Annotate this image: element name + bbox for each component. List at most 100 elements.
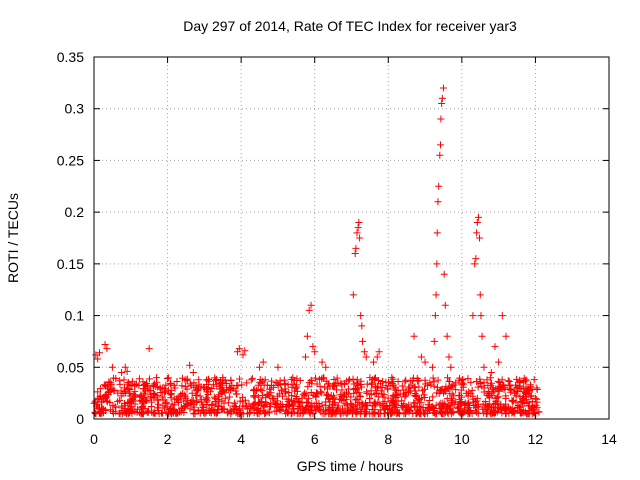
data-point xyxy=(96,349,104,357)
data-point xyxy=(153,374,161,382)
data-point xyxy=(525,402,533,410)
data-point xyxy=(219,405,227,413)
data-point xyxy=(307,301,315,309)
grid-lines xyxy=(94,57,609,419)
data-point xyxy=(443,395,451,403)
y-tick-label: 0 xyxy=(76,411,84,427)
data-point xyxy=(429,393,437,401)
data-point xyxy=(436,387,444,395)
data-point xyxy=(261,410,269,418)
data-point xyxy=(281,381,289,389)
data-point xyxy=(456,405,464,413)
data-point xyxy=(438,408,446,416)
data-point xyxy=(267,381,275,389)
data-point xyxy=(376,410,384,418)
data-point xyxy=(196,392,204,400)
data-point xyxy=(371,406,379,414)
data-point xyxy=(431,312,439,320)
data-point xyxy=(147,386,155,394)
data-point xyxy=(484,390,492,398)
data-point xyxy=(390,408,398,416)
data-point xyxy=(270,395,278,403)
data-point xyxy=(355,218,363,226)
data-point xyxy=(421,376,429,384)
data-point xyxy=(339,405,347,413)
data-point xyxy=(195,381,203,389)
data-point xyxy=(303,332,311,340)
y-axis-label: ROTI / TECUs xyxy=(5,193,21,283)
data-point xyxy=(266,403,274,411)
x-axis-label: GPS time / hours xyxy=(297,458,404,474)
data-point xyxy=(457,386,465,394)
data-point xyxy=(415,383,423,391)
data-point xyxy=(273,397,281,405)
data-point xyxy=(299,391,307,399)
data-point xyxy=(206,388,214,396)
data-point xyxy=(235,345,243,353)
data-point xyxy=(362,353,370,361)
data-point xyxy=(334,379,342,387)
data-point xyxy=(430,382,438,390)
data-point xyxy=(232,390,240,398)
data-point xyxy=(194,387,202,395)
data-point xyxy=(107,381,115,389)
data-point xyxy=(429,374,437,382)
data-point xyxy=(472,255,480,263)
chart-title: Day 297 of 2014, Rate Of TEC Index for r… xyxy=(183,18,517,34)
data-point xyxy=(512,392,520,400)
data-point xyxy=(491,408,499,416)
data-point xyxy=(183,400,191,408)
data-point xyxy=(371,384,379,392)
data-point xyxy=(274,363,282,371)
data-point xyxy=(464,404,472,412)
data-point xyxy=(519,396,527,404)
data-point xyxy=(201,409,209,417)
data-point xyxy=(414,408,422,416)
data-point xyxy=(370,409,378,417)
y-tick-label: 0.05 xyxy=(57,359,84,375)
data-point xyxy=(285,388,293,396)
data-point xyxy=(167,394,175,402)
data-point xyxy=(135,375,143,383)
data-point xyxy=(488,404,496,412)
plot-frame xyxy=(93,56,610,420)
data-point xyxy=(368,380,376,388)
data-point xyxy=(370,399,378,407)
data-point xyxy=(426,379,434,387)
data-point xyxy=(233,348,241,356)
data-point xyxy=(225,386,233,394)
data-point xyxy=(213,376,221,384)
data-point xyxy=(401,378,409,386)
data-point xyxy=(502,332,510,340)
data-point xyxy=(251,392,259,400)
data-point xyxy=(331,382,339,390)
data-point xyxy=(118,402,126,410)
data-point xyxy=(477,312,485,320)
data-point xyxy=(349,375,357,383)
data-point xyxy=(428,363,436,371)
data-point xyxy=(197,396,205,404)
data-point xyxy=(186,380,194,388)
data-point xyxy=(338,392,346,400)
data-point xyxy=(178,382,186,390)
data-point xyxy=(288,408,296,416)
data-point xyxy=(326,395,334,403)
data-point xyxy=(215,391,223,399)
data-point xyxy=(108,363,116,371)
data-point xyxy=(123,408,131,416)
data-point xyxy=(533,395,541,403)
y-tick-label: 0.2 xyxy=(65,204,85,220)
data-point xyxy=(161,396,169,404)
data-point xyxy=(178,374,186,382)
data-point xyxy=(456,391,464,399)
data-point xyxy=(392,394,400,402)
data-point xyxy=(401,393,409,401)
data-point xyxy=(342,396,350,404)
data-point xyxy=(394,378,402,386)
data-point xyxy=(421,358,429,366)
data-point xyxy=(494,393,502,401)
data-point xyxy=(312,374,320,382)
data-point xyxy=(149,409,157,417)
data-point xyxy=(145,345,153,353)
